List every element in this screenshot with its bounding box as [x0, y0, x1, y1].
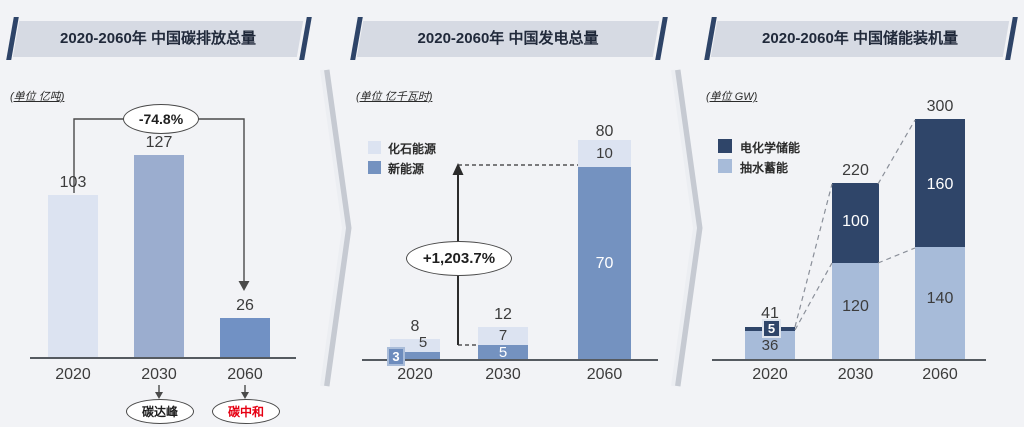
panel3-x-axis: [712, 359, 986, 361]
legend-label-pumped: 抽水蓄能: [740, 161, 789, 175]
chevron-separator-1: [320, 69, 352, 387]
generation-bar-2020-renewable: [390, 352, 440, 360]
generation-fossil-2030: 7: [498, 327, 508, 344]
generation-renewable-2060: 70: [595, 255, 614, 272]
panel3-title: 2020-2060年 中国储能装机量: [762, 30, 958, 47]
storage-bar-2060-electrochemical: [915, 119, 965, 247]
storage-electro-2060: 160: [926, 176, 954, 193]
emissions-bar-2060: [220, 318, 270, 358]
storage-total-2030: 220: [842, 162, 869, 179]
legend-swatch-renewable: [368, 161, 381, 174]
generation-bar-2030-renewable: [478, 345, 528, 360]
legend-label-fossil: 化石能源: [388, 142, 437, 156]
storage-total-2060: 300: [926, 98, 954, 115]
generation-total-2060: 80: [595, 123, 614, 140]
emissions-change-badge: -74.8%: [123, 104, 199, 134]
legend-label-renewable: 新能源: [388, 162, 425, 176]
generation-bar-2060-renewable: [578, 167, 631, 359]
generation-fossil-2020: 5: [418, 334, 428, 351]
panel3-unit-label: (单位 GW): [706, 91, 758, 103]
storage-pumped-2060: 140: [926, 290, 954, 307]
panel1-unit-label: (单位 亿吨): [10, 91, 65, 103]
emissions-value-2030: 127: [145, 134, 173, 151]
milestone-arrow-2060: [241, 385, 249, 399]
legend-swatch-electrochemical: [718, 139, 732, 153]
legend-swatch-pumped: [718, 159, 732, 173]
storage-electro-2020-callout: 5: [762, 319, 781, 338]
generation-fossil-2060: 10: [596, 145, 613, 162]
storage-pumped-2020: 36: [761, 337, 779, 354]
panel1-xtick-2060: 2060: [227, 366, 263, 383]
legend-swatch-fossil: [368, 141, 381, 154]
storage-total-2020: 41: [761, 305, 779, 322]
generation-total-2020: 8: [410, 318, 420, 335]
panel2-xtick-2060: 2060: [586, 366, 623, 383]
chevron-separator-2: [671, 69, 703, 387]
milestone-carbon-peak: 碳达峰: [126, 399, 194, 424]
panel2-xtick-2030: 2030: [485, 366, 521, 383]
emissions-value-2020: 103: [59, 174, 87, 191]
panel1-x-axis: [30, 357, 296, 359]
panel3-xtick-2030: 2030: [837, 366, 874, 383]
generation-bar-2030-fossil: [478, 327, 528, 345]
storage-bar-2030-pumped: [832, 263, 879, 359]
emissions-value-2060: 26: [236, 297, 254, 314]
generation-bar-2060-fossil: [578, 140, 631, 167]
panel3-xtick-2020: 2020: [752, 366, 788, 383]
generation-total-2030: 12: [494, 306, 512, 323]
panel2-title: 2020-2060年 中国发电总量: [417, 30, 599, 47]
emissions-bar-2020: [48, 195, 98, 358]
panel2-x-axis: [362, 359, 658, 361]
emissions-bar-2030: [134, 155, 184, 358]
storage-bar-2060-pumped: [915, 247, 965, 359]
generation-renewable-2030: 5: [498, 344, 508, 361]
legend-label-electrochemical: 电化学储能: [740, 141, 801, 155]
panel1-title: 2020-2060年 中国碳排放总量: [60, 30, 256, 47]
panel2-unit-label: (单位 亿千瓦时): [356, 91, 433, 103]
panel1-xtick-2030: 2030: [141, 366, 177, 383]
storage-pumped-2030: 120: [842, 298, 869, 315]
panel1-xtick-2020: 2020: [55, 366, 91, 383]
panel3-xtick-2060: 2060: [922, 366, 958, 383]
milestone-carbon-neutral: 碳中和: [212, 399, 280, 424]
generation-growth-badge: +1,203.7%: [406, 241, 512, 276]
storage-electro-2030: 100: [842, 213, 869, 230]
storage-bar-2030-electrochemical: [832, 183, 879, 263]
generation-renewable-2020-callout: 3: [387, 347, 405, 366]
milestone-arrow-2030: [155, 385, 163, 399]
panel2-xtick-2020: 2020: [397, 366, 433, 383]
